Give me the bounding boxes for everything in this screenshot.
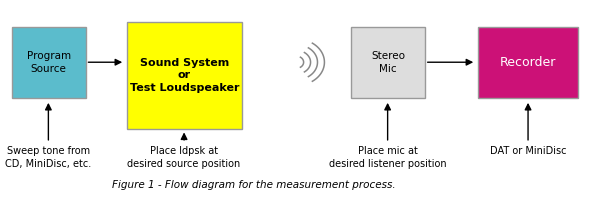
FancyBboxPatch shape: [351, 27, 425, 98]
Text: Program
Source: Program Source: [27, 51, 71, 74]
Text: Recorder: Recorder: [500, 56, 556, 69]
FancyBboxPatch shape: [478, 27, 578, 98]
Text: Figure 1 - Flow diagram for the measurement process.: Figure 1 - Flow diagram for the measurem…: [112, 180, 395, 190]
Text: Place ldpsk at
desired source position: Place ldpsk at desired source position: [127, 146, 241, 169]
Text: DAT or MiniDisc: DAT or MiniDisc: [490, 146, 566, 156]
Text: Sweep tone from
CD, MiniDisc, etc.: Sweep tone from CD, MiniDisc, etc.: [5, 146, 91, 169]
FancyBboxPatch shape: [12, 27, 86, 98]
FancyBboxPatch shape: [127, 22, 242, 129]
Text: Stereo
Mic: Stereo Mic: [371, 51, 405, 74]
Text: Place mic at
desired listener position: Place mic at desired listener position: [329, 146, 447, 169]
Text: Sound System
or
Test Loudspeaker: Sound System or Test Loudspeaker: [130, 58, 239, 93]
